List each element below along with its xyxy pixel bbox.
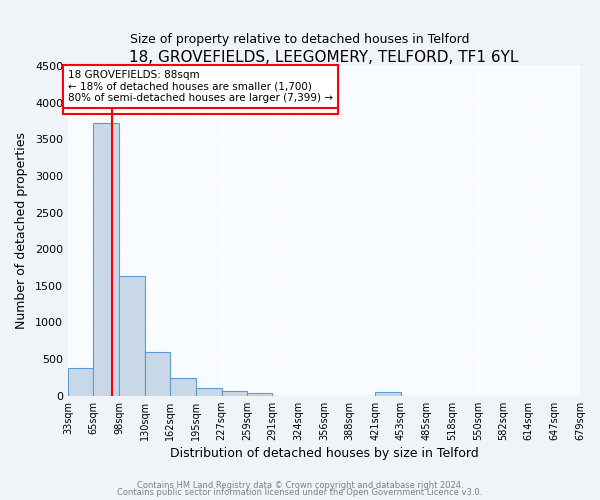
Y-axis label: Number of detached properties: Number of detached properties: [15, 132, 28, 330]
Text: 18 GROVEFIELDS: 88sqm
← 18% of detached houses are smaller (1,700)
80% of semi-d: 18 GROVEFIELDS: 88sqm ← 18% of detached …: [68, 70, 333, 103]
Bar: [145, 352, 170, 396]
Bar: [376, 392, 401, 396]
Title: 18, GROVEFIELDS, LEEGOMERY, TELFORD, TF1 6YL: 18, GROVEFIELDS, LEEGOMERY, TELFORD, TF1…: [129, 50, 518, 65]
Bar: [93, 124, 119, 396]
Bar: [170, 378, 196, 396]
Text: 18 GROVEFIELDS: 88sqm
← 18% of detached houses are smaller (1,700)
80% of semi-d: 18 GROVEFIELDS: 88sqm ← 18% of detached …: [68, 75, 333, 108]
Text: Contains HM Land Registry data © Crown copyright and database right 2024.: Contains HM Land Registry data © Crown c…: [137, 480, 463, 490]
Bar: [247, 394, 272, 396]
X-axis label: Distribution of detached houses by size in Telford: Distribution of detached houses by size …: [170, 447, 478, 460]
Bar: [196, 388, 222, 396]
Text: Size of property relative to detached houses in Telford: Size of property relative to detached ho…: [130, 32, 470, 46]
Bar: [222, 391, 247, 396]
Text: Contains public sector information licensed under the Open Government Licence v3: Contains public sector information licen…: [118, 488, 482, 497]
Bar: [68, 368, 93, 396]
Bar: [119, 276, 145, 396]
